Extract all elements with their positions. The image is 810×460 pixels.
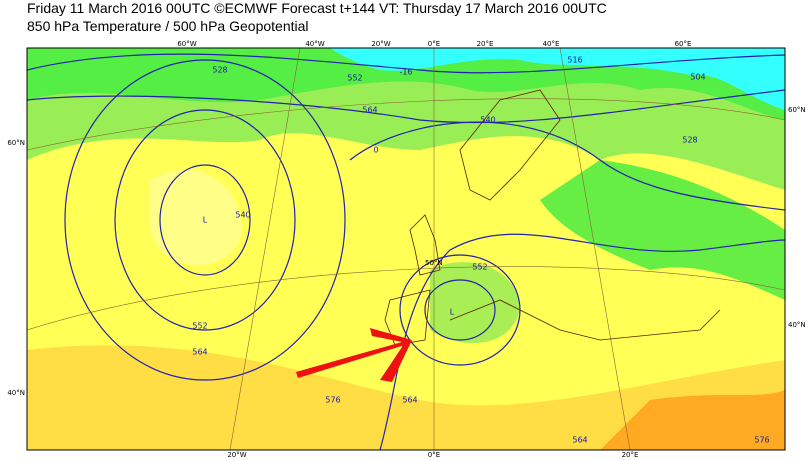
contour-label: 552: [192, 322, 207, 331]
contour-label: 516: [567, 56, 582, 65]
contour-label: 0: [373, 146, 378, 155]
contour-label: 564: [192, 348, 207, 357]
contour-label: 564: [572, 436, 587, 445]
contour-label: -16: [399, 68, 412, 77]
longitude-label: 20°E: [477, 40, 494, 48]
contour-label: 528: [682, 136, 697, 145]
longitude-label: 40°E: [543, 40, 560, 48]
longitude-label: 20°W: [371, 40, 390, 48]
contour-label: 528: [212, 66, 227, 75]
longitude-label: 0°E: [428, 451, 440, 459]
longitude-label: 20°W: [227, 451, 246, 459]
longitude-label: 20°E: [622, 451, 639, 459]
contour-label: 552: [347, 74, 362, 83]
latitude-label: 40°N: [7, 389, 25, 397]
longitude-label: 60°E: [675, 40, 692, 48]
contour-label: L: [450, 308, 455, 317]
header-line: 850 hPa Temperature / 500 hPa Geopotenti…: [27, 18, 309, 34]
contour-label: 540: [235, 211, 250, 220]
contour-label: 504: [690, 73, 705, 82]
contour-label: 564: [362, 106, 377, 115]
contour-label: 552: [472, 263, 487, 272]
latitude-label: 60°N: [788, 106, 806, 114]
longitude-label: 60°W: [177, 40, 196, 48]
latitude-label: 60°N: [7, 139, 25, 147]
contour-label: L: [203, 216, 208, 225]
longitude-label: 0°E: [428, 40, 440, 48]
header-line: Friday 11 March 2016 00UTC ©ECMWF Foreca…: [27, 0, 607, 16]
contour-label: 540: [480, 116, 495, 125]
contour-label: 576: [325, 396, 340, 405]
latitude-label: 40°N: [788, 321, 806, 329]
latitude-label: 50°N: [425, 259, 443, 267]
contour-label: 564: [402, 396, 417, 405]
map-field: [27, 48, 785, 450]
contour-label: 576: [754, 436, 769, 445]
longitude-label: 40°W: [305, 40, 324, 48]
